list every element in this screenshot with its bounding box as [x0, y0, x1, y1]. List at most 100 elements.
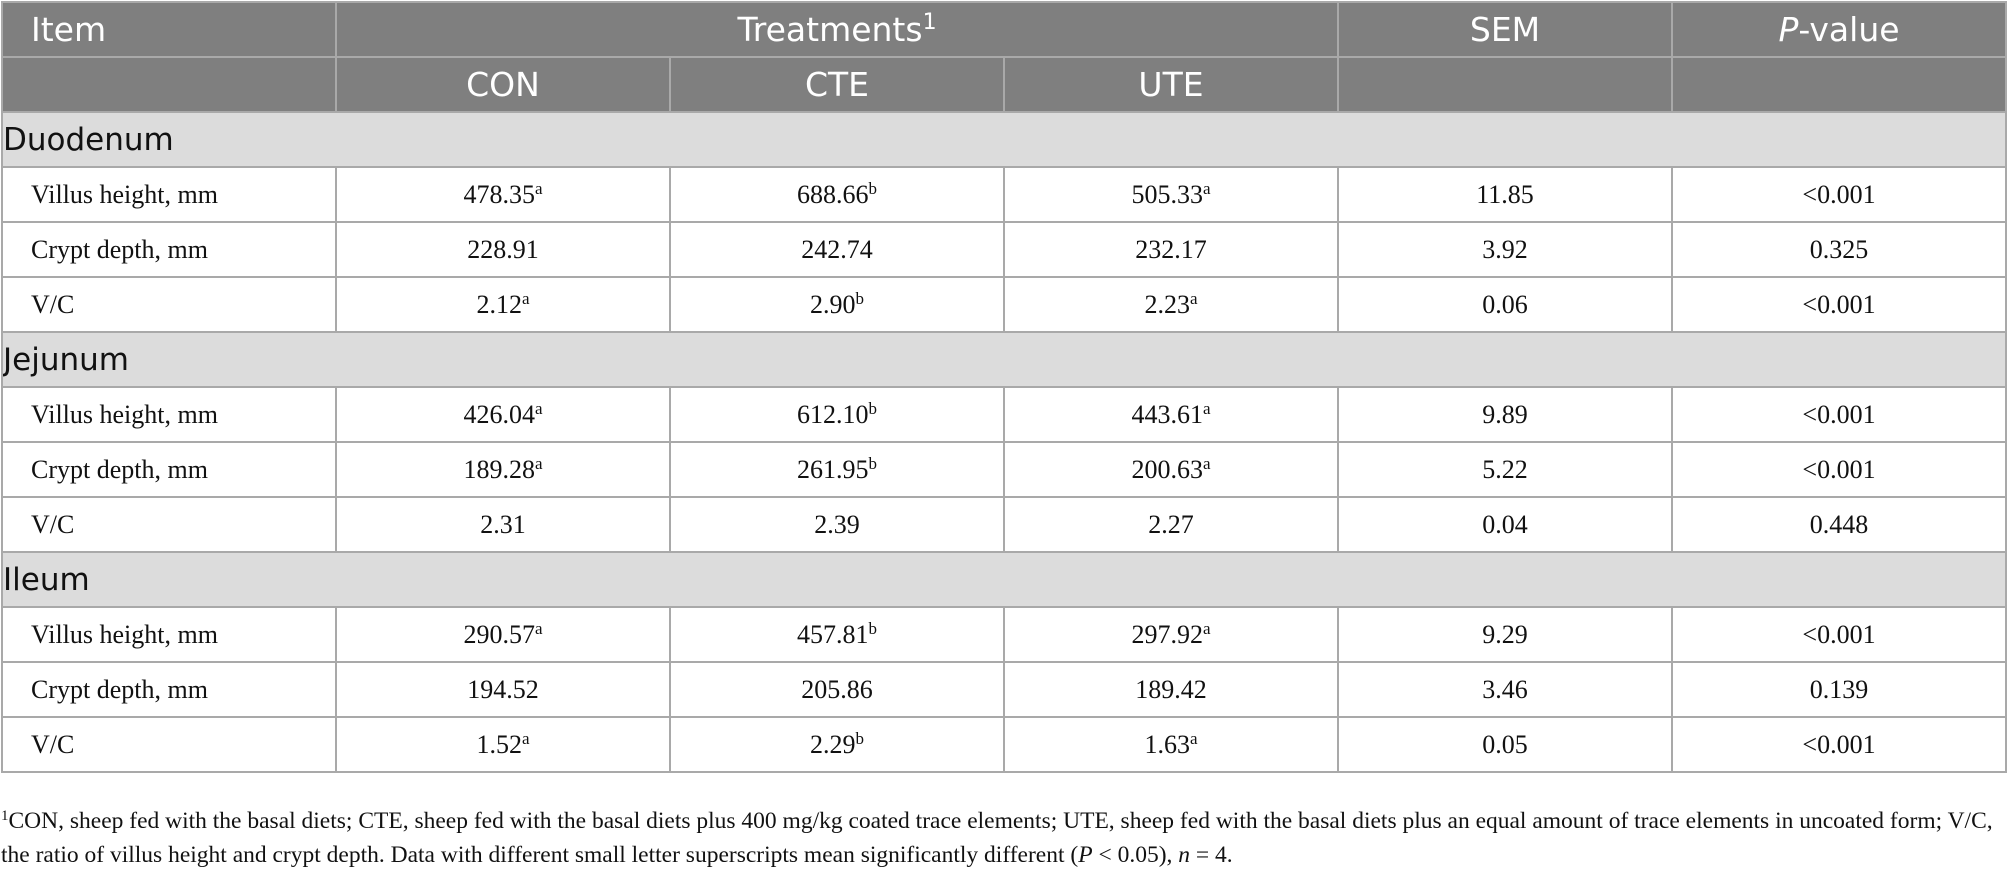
value: 290.57	[463, 619, 535, 649]
value: 228.91	[467, 234, 539, 264]
value: 297.92	[1131, 619, 1203, 649]
cell-pvalue: <0.001	[1671, 276, 2008, 333]
superscript: a	[1189, 288, 1198, 308]
row-item: Villus height, mm	[1, 606, 337, 663]
cell-pvalue: 0.139	[1671, 661, 2008, 718]
cell-con: 2.12a	[335, 276, 671, 333]
header-row-1: Item Treatments1 SEM P-value	[1, 1, 2008, 58]
value: 261.95	[797, 454, 869, 484]
superscript: a	[1202, 453, 1211, 473]
row-item: V/C	[1, 496, 337, 553]
header-item: Item	[1, 1, 337, 58]
value: 612.10	[797, 399, 869, 429]
superscript: b	[868, 398, 878, 418]
superscript: a	[1202, 618, 1211, 638]
cell-sem: 0.05	[1337, 716, 1674, 773]
cell-ute: 1.63a	[1002, 716, 1340, 773]
cell-ute: 232.17	[1002, 221, 1340, 278]
cell-con: 2.31	[335, 496, 671, 553]
cell-pvalue: 0.325	[1671, 221, 2008, 278]
value: 457.81	[797, 619, 869, 649]
value: 2.90	[810, 289, 856, 319]
cell-pvalue: 0.448	[1671, 496, 2008, 553]
cell-cte: 242.74	[669, 221, 1005, 278]
cell-cte: 612.10b	[669, 386, 1005, 443]
cell-ute: 505.33a	[1002, 166, 1340, 223]
row-item: Villus height, mm	[1, 386, 337, 443]
superscript: a	[1202, 398, 1211, 418]
cell-sem: 0.06	[1337, 276, 1674, 333]
table-row: V/C 1.52a 2.29b 1.63a 0.05 <0.001	[1, 716, 2008, 773]
section-row-duodenum: Duodenum	[0, 111, 2008, 168]
value: 2.12	[476, 289, 522, 319]
cell-cte: 2.39	[669, 496, 1005, 553]
value: 2.23	[1144, 289, 1190, 319]
footnote-text-3: = 4.	[1190, 842, 1233, 868]
value: 1.63	[1144, 729, 1190, 759]
section-row-jejunum: Jejunum	[0, 331, 2008, 388]
cell-pvalue: <0.001	[1671, 606, 2008, 663]
table-row: V/C 2.31 2.39 2.27 0.04 0.448	[1, 496, 2008, 553]
cell-pvalue: <0.001	[1671, 386, 2008, 443]
table-row: Villus height, mm 426.04a 612.10b 443.61…	[1, 386, 2008, 443]
table-footnote: 1CON, sheep fed with the basal diets; CT…	[1, 804, 2005, 872]
cell-sem: 9.29	[1337, 606, 1674, 663]
cell-cte: 2.29b	[669, 716, 1005, 773]
table-row: Crypt depth, mm 228.91 242.74 232.17 3.9…	[1, 221, 2008, 278]
value: 2.31	[480, 509, 526, 539]
cell-con: 478.35a	[335, 166, 671, 223]
superscript: a	[534, 618, 543, 638]
superscript: a	[521, 728, 530, 748]
section-row-ileum: Ileum	[0, 551, 2008, 608]
value: 1.52	[476, 729, 522, 759]
cell-pvalue: <0.001	[1671, 716, 2008, 773]
superscript: a	[534, 398, 543, 418]
table-row: Villus height, mm 290.57a 457.81b 297.92…	[1, 606, 2008, 663]
superscript: b	[868, 453, 878, 473]
footnote-text-2: < 0.05),	[1092, 842, 1179, 868]
header-pvalue: P-value	[1671, 1, 2008, 58]
cell-con: 189.28a	[335, 441, 671, 498]
value: 688.66	[797, 179, 869, 209]
section-title: Duodenum	[0, 111, 2008, 168]
cell-pvalue: <0.001	[1671, 441, 2008, 498]
footnote-text-1: CON, sheep fed with the basal diets; CTE…	[1, 808, 1993, 868]
value: 443.61	[1131, 399, 1203, 429]
header-treatments: Treatments1	[334, 1, 1340, 58]
cell-ute: 2.23a	[1002, 276, 1340, 333]
cell-sem: 9.89	[1337, 386, 1674, 443]
header-blank-pvalue	[1671, 56, 2008, 113]
superscript: b	[855, 728, 865, 748]
row-item: Crypt depth, mm	[1, 221, 337, 278]
header-sem: SEM	[1337, 1, 1674, 58]
value: 426.04	[463, 399, 535, 429]
pvalue-rest: -value	[1798, 10, 1900, 49]
cell-sem: 3.92	[1337, 221, 1674, 278]
section-title: Jejunum	[0, 331, 2008, 388]
cell-cte: 688.66b	[669, 166, 1005, 223]
table-row: Crypt depth, mm 189.28a 261.95b 200.63a …	[1, 441, 2008, 498]
section-title: Ileum	[0, 551, 2008, 608]
table-row: V/C 2.12a 2.90b 2.23a 0.06 <0.001	[1, 276, 2008, 333]
value: 189.28	[463, 454, 535, 484]
cell-ute: 2.27	[1002, 496, 1340, 553]
header-blank-sem	[1337, 56, 1674, 113]
superscript: a	[521, 288, 530, 308]
cell-ute: 200.63a	[1002, 441, 1340, 498]
value: 2.27	[1148, 509, 1194, 539]
row-item: V/C	[1, 716, 337, 773]
table-row: Villus height, mm 478.35a 688.66b 505.33…	[1, 166, 2008, 223]
cell-cte: 205.86	[669, 661, 1005, 718]
cell-ute: 189.42	[1002, 661, 1340, 718]
cell-cte: 457.81b	[669, 606, 1005, 663]
header-blank-item	[1, 56, 337, 113]
cell-con: 228.91	[335, 221, 671, 278]
superscript: a	[1189, 728, 1198, 748]
footnote-mark: 1	[1, 808, 9, 824]
treatments-label: Treatments	[737, 10, 923, 49]
cell-cte: 2.90b	[669, 276, 1005, 333]
value: 2.39	[814, 509, 860, 539]
header-con: CON	[335, 56, 671, 113]
superscript: a	[1202, 178, 1211, 198]
cell-cte: 261.95b	[669, 441, 1005, 498]
